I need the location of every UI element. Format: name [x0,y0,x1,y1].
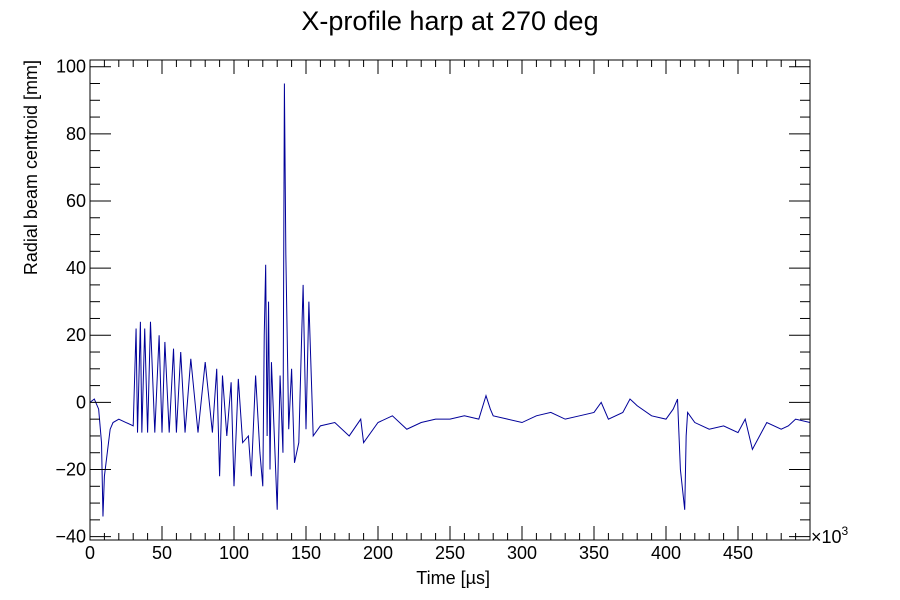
series-group [89,83,811,517]
x-tick-label: 450 [723,543,753,563]
x-tick-label: 0 [85,543,95,563]
chart-title: X-profile harp at 270 deg [301,6,598,36]
y-tick-label: −40 [55,527,86,547]
y-tick-label: 40 [66,258,86,278]
x-tick-label: 50 [152,543,172,563]
y-tick-label: 20 [66,325,86,345]
x-tick-label: 250 [435,543,465,563]
y-tick-label: −20 [55,460,86,480]
x-tick-label: 100 [219,543,249,563]
axis-ticks: 0 50 100 150 200 250 300 350 400 450 −40 −20 0 20 40 60… [55,57,810,563]
x-tick-label: 300 [507,543,537,563]
y-axis-title: Radial beam centroid [mm] [21,60,41,275]
x-tick-label: 200 [363,543,393,563]
y-tick-label: 0 [76,392,86,412]
y-tick-label: 100 [56,57,86,77]
x-tick-label: 350 [579,543,609,563]
x-tick-label: 150 [291,543,321,563]
y-tick-label: 60 [66,191,86,211]
series-line-0 [89,83,811,517]
x-tick-label: 400 [651,543,681,563]
y-tick-label: 80 [66,124,86,144]
x-axis-title: Time [µs] [416,568,490,588]
x-axis-multiplier: ×103 [811,524,849,547]
plot-frame [89,59,811,541]
